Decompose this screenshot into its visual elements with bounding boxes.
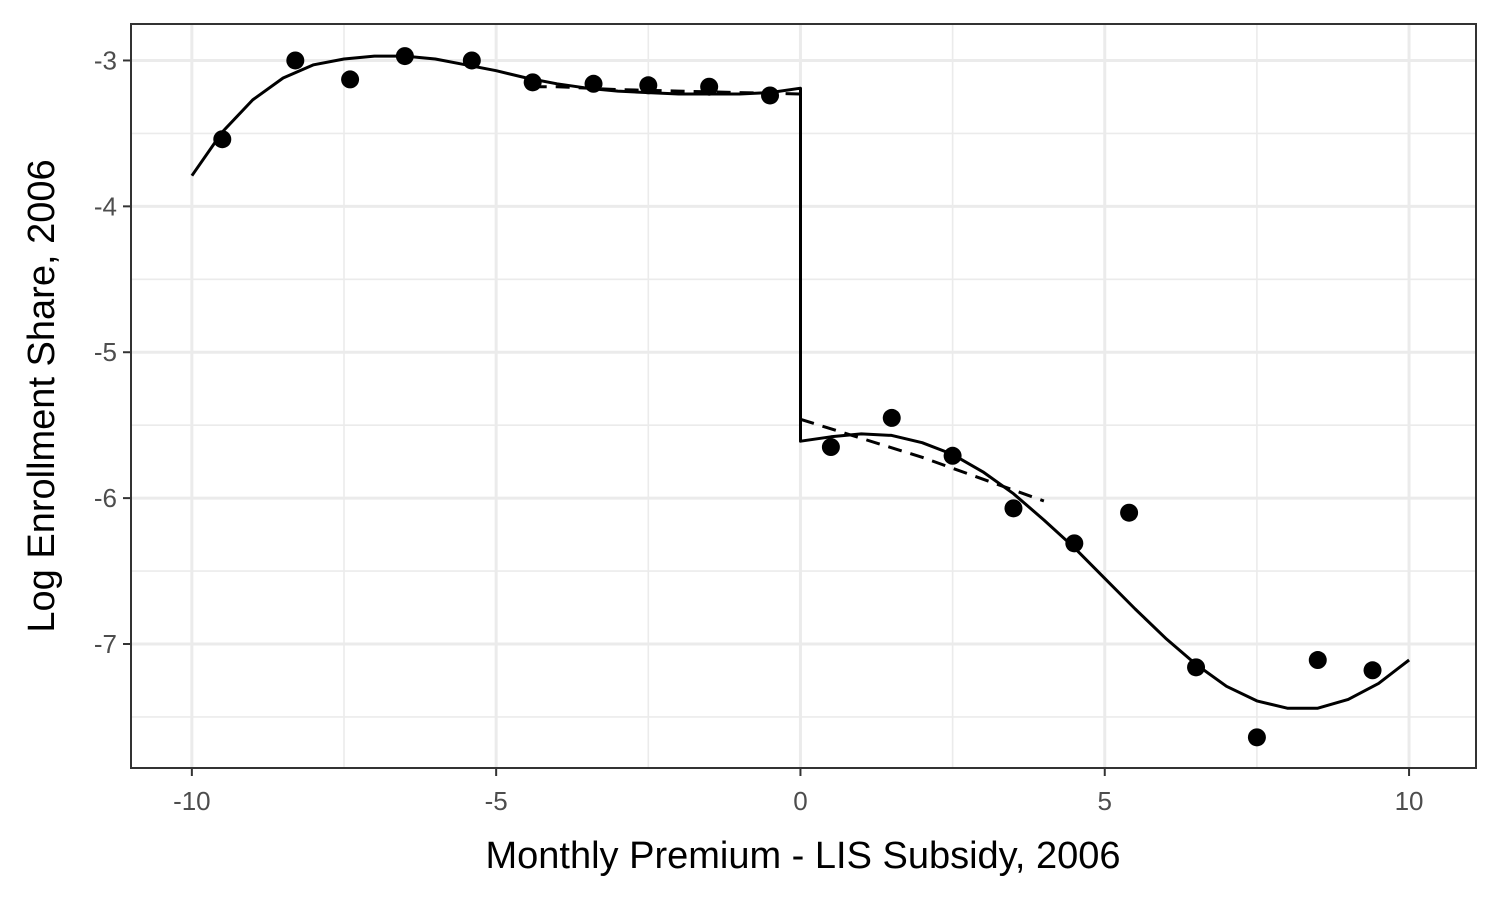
- data-point: [700, 77, 719, 96]
- data-point: [1004, 499, 1023, 518]
- data-point: [523, 73, 542, 92]
- data-point: [395, 47, 414, 66]
- data-point: [882, 408, 901, 427]
- data-point: [1363, 661, 1382, 680]
- data-point: [462, 51, 481, 70]
- x-axis-ticks: -10 -5 0 5 10: [173, 768, 1424, 816]
- y-tick-label: -6: [94, 483, 117, 513]
- data-point: [1247, 728, 1266, 747]
- data-point: [341, 70, 360, 89]
- data-point: [1065, 534, 1084, 553]
- x-tick-label: 5: [1098, 786, 1112, 816]
- data-points: [213, 47, 1382, 747]
- data-point: [584, 74, 603, 93]
- x-tick-label: -10: [173, 786, 211, 816]
- y-tick-label: -3: [94, 45, 117, 75]
- x-tick-label: -5: [485, 786, 508, 816]
- x-axis-title: Monthly Premium - LIS Subsidy, 2006: [485, 835, 1120, 877]
- data-point: [286, 51, 305, 70]
- minor-gridlines: [131, 24, 1476, 768]
- dashed-fit-line: [800, 417, 1045, 503]
- data-point: [761, 86, 780, 105]
- data-point: [213, 130, 232, 149]
- x-tick-label: 0: [793, 786, 807, 816]
- data-point: [1308, 651, 1327, 670]
- data-point: [1120, 503, 1139, 522]
- plot-panel: [131, 24, 1476, 768]
- x-tick-label: 10: [1395, 786, 1424, 816]
- y-axis-title: Log Enrollment Share, 2006: [21, 159, 63, 632]
- panel-border: [130, 23, 1477, 769]
- data-point: [1187, 658, 1206, 677]
- y-axis-ticks: -3 -4 -5 -6 -7: [94, 45, 131, 659]
- y-tick-label: -4: [94, 191, 117, 221]
- y-tick-label: -5: [94, 337, 117, 367]
- data-point: [821, 438, 840, 457]
- data-point: [639, 76, 658, 95]
- data-point: [943, 446, 962, 465]
- y-tick-label: -7: [94, 629, 117, 659]
